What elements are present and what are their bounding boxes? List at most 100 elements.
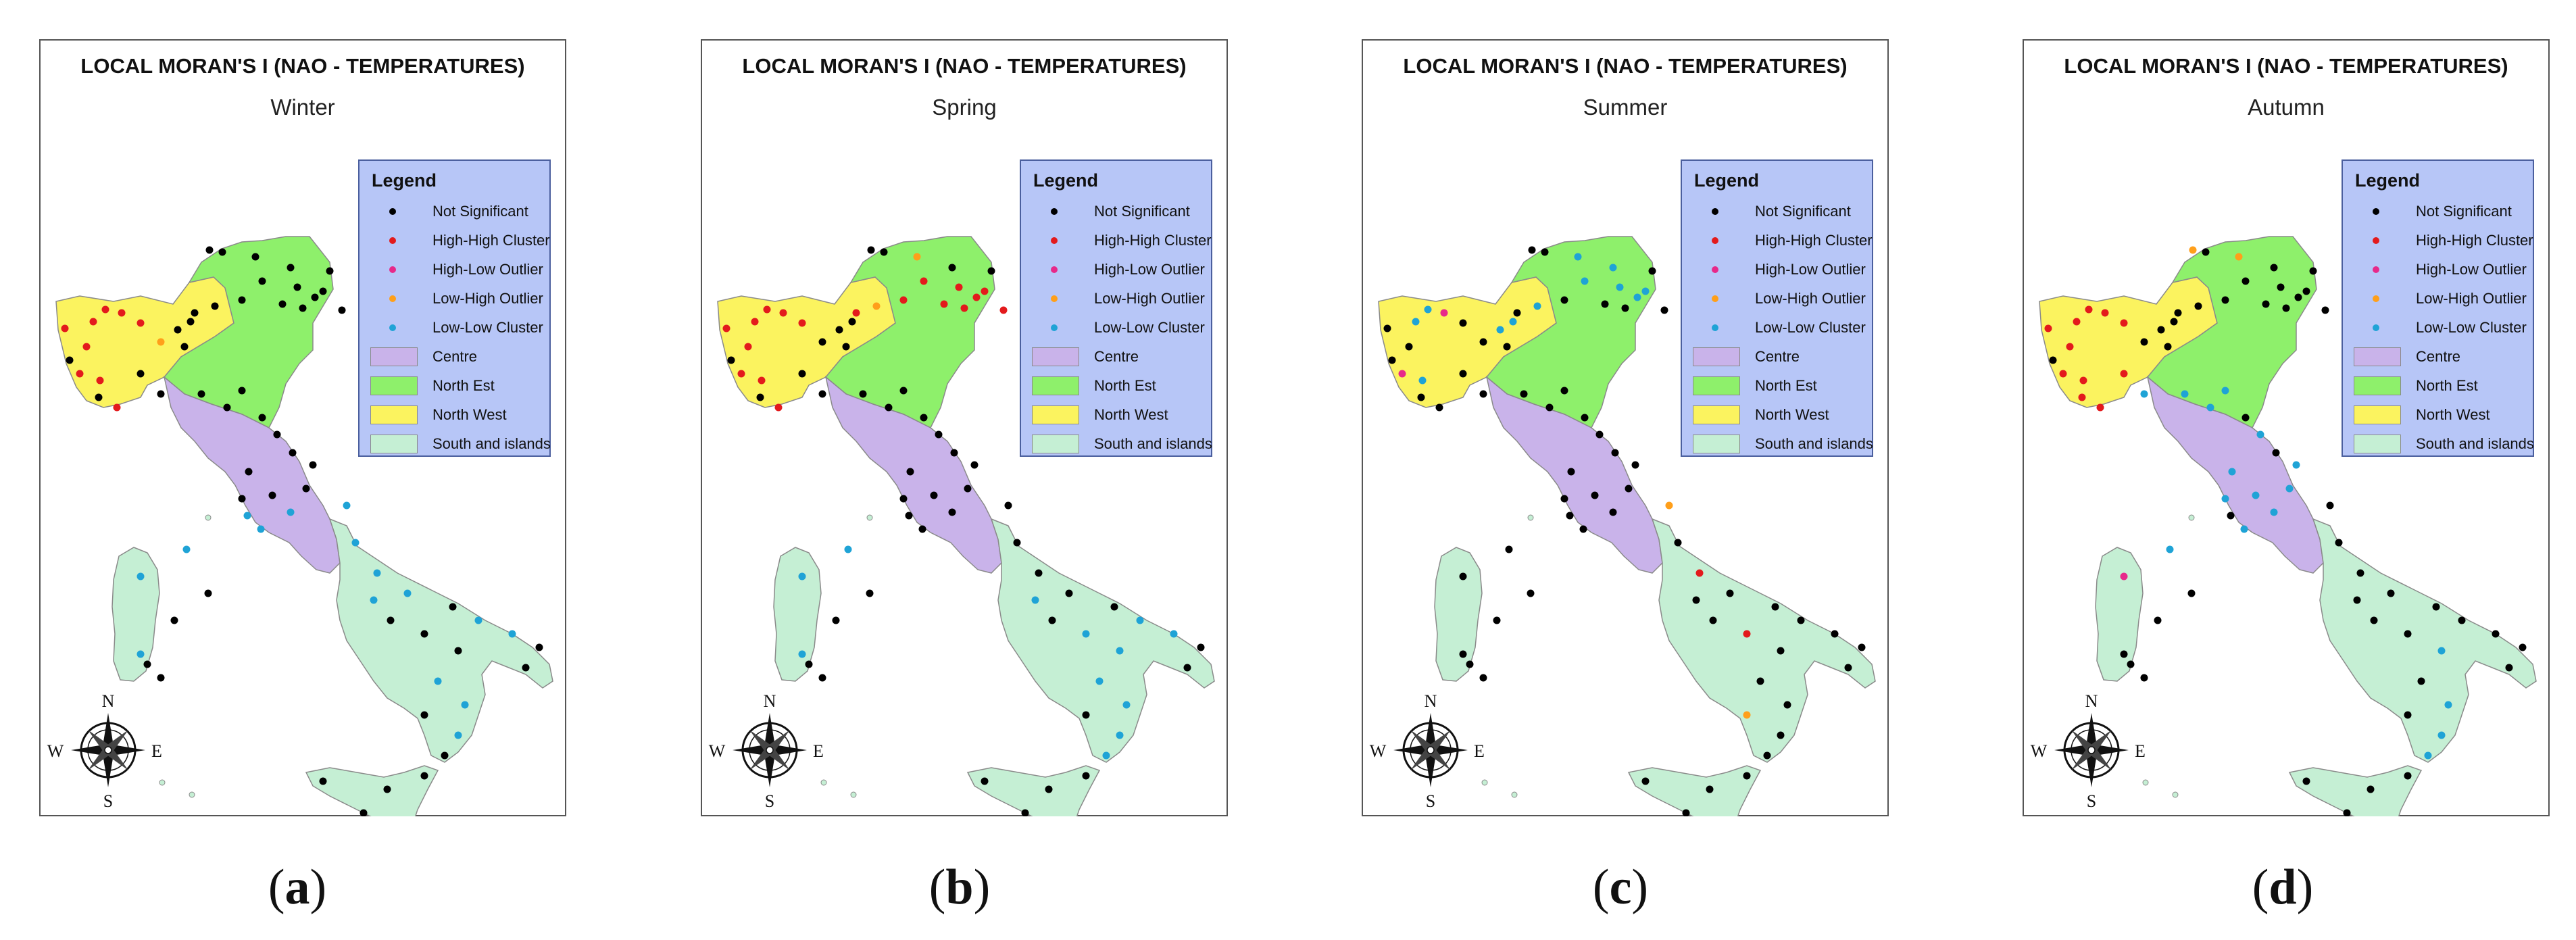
station-point [1013,539,1021,547]
legend-label: High-High Cluster [1755,232,1873,249]
panel-caption: (d) [2249,859,2317,916]
station-point [1527,589,1535,597]
station-point [981,777,989,785]
station-point [2285,485,2294,493]
station-point [2277,283,2285,291]
station-point [852,309,860,317]
legend-title: Legend [1033,170,1099,191]
station-point [319,777,327,785]
station-point [722,324,730,332]
station-point [918,525,926,533]
station-point [205,246,214,254]
station-point [1479,674,1487,682]
legend-item-point: High-High Cluster [2343,230,2533,251]
station-point [101,305,109,314]
station-point [309,461,317,469]
panel-caption: (b) [926,859,993,916]
caption-letter: d [2269,860,2297,915]
map-title: LOCAL MORAN'S I (NAO - TEMPERATURES) [742,54,1187,78]
small-island [1527,514,1534,521]
station-point [1616,283,1624,291]
station-point [180,343,189,351]
station-point [1513,309,1521,317]
legend-label: Not Significant [2416,203,2512,220]
compass-w: W [47,741,64,761]
region-ne [163,236,334,429]
station-point [1004,501,1012,510]
station-point [2256,430,2264,439]
station-point [66,356,74,364]
caption-letter: a [284,860,310,915]
small-island [2142,779,2149,786]
station-point [2120,370,2128,378]
legend-dot [389,266,396,273]
station-point [370,596,378,604]
region-sardinia [1434,547,1483,682]
station-point [1170,630,1178,638]
station-point [2228,468,2236,476]
legend-marker [2343,201,2416,222]
map-title: LOCAL MORAN'S I (NAO - TEMPERATURES) [2064,54,2508,78]
station-point [744,343,752,351]
station-point [1197,643,1205,651]
station-point [251,253,259,261]
station-point [1858,643,1866,651]
station-point [238,296,246,304]
region-sicily [1627,765,1762,816]
station-point [360,809,368,816]
station-point [1082,711,1090,719]
legend-label: Low-High Outlier [432,290,543,307]
station-point [76,370,84,378]
station-point [299,304,307,312]
compass-rose-icon: N S E W [47,691,162,811]
station-point [137,319,145,327]
legend-marker [2343,230,2416,251]
italy-map: N S E W [709,236,1215,816]
legend-swatch [1032,405,1079,424]
region-centre [2146,376,2324,574]
station-point [1541,248,1549,256]
station-point [319,287,327,295]
small-island [2172,791,2179,798]
station-point [1505,545,1513,553]
station-point [2309,267,2317,275]
legend-marker [1682,405,1755,425]
station-point [2240,525,2248,533]
legend-marker [1682,201,1755,222]
caption-text: (a) [268,860,327,915]
legend-marker [1021,201,1094,222]
station-point [2367,785,2375,793]
station-point [2321,306,2329,314]
station-point [96,376,104,385]
station-point [143,660,151,668]
legend-marker [1682,376,1755,396]
legend-label: Low-High Outlier [2416,290,2527,307]
station-point [2164,343,2172,351]
station-point [798,650,806,658]
station-point [1493,616,1501,624]
station-point [338,306,346,314]
station-point [1641,777,1650,785]
legend-title: Legend [372,170,437,191]
station-point [157,390,165,398]
legend-marker [360,230,432,251]
legend-item-region: North Est [360,376,495,396]
station-point [859,390,867,398]
station-point [1777,647,1785,655]
station-point [2492,630,2500,638]
station-point [1503,343,1511,351]
station-point [187,318,195,326]
station-point [1633,293,1641,301]
station-point [2241,414,2250,422]
station-point [1560,387,1568,395]
compass-w: W [709,741,726,761]
station-point [326,267,334,275]
legend-item-point: Not Significant [360,201,528,222]
legend-marker [2343,434,2416,454]
station-point [763,305,771,314]
station-point [2335,539,2343,547]
italy-map: N S E W [2031,236,2537,816]
station-point [1611,449,1619,457]
station-point [387,616,395,624]
station-point [1631,461,1639,469]
